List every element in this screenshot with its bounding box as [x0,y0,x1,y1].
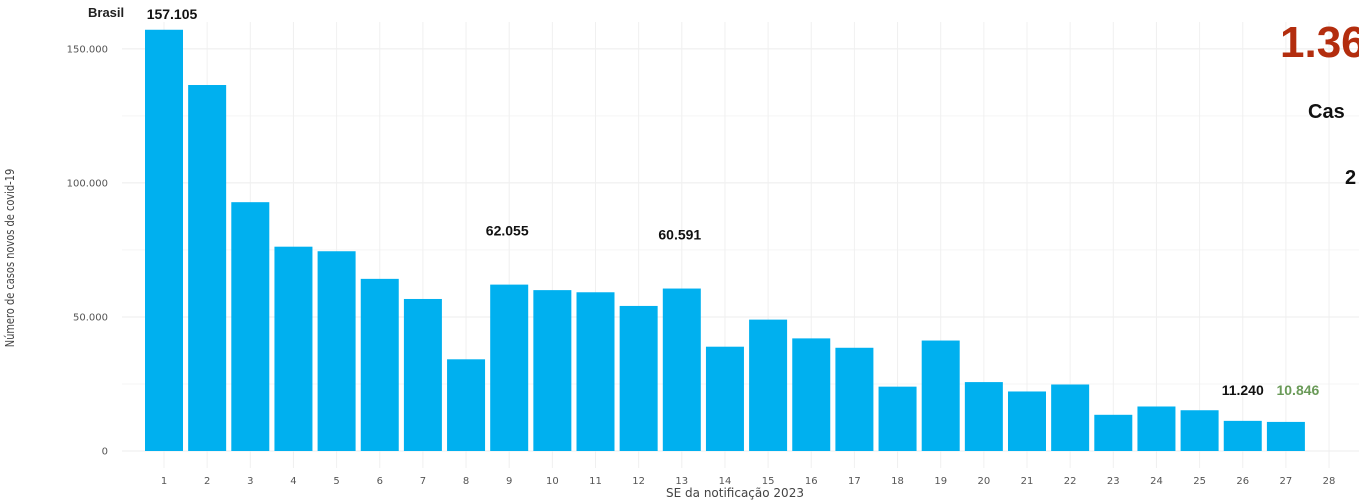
bar-se-24 [1137,406,1176,451]
x-tick-label-3: 3 [247,476,253,487]
x-tick-label-18: 18 [891,476,904,487]
bar-se-13 [662,288,701,451]
x-tick-label-22: 22 [1064,476,1077,487]
data-label-se-9: 62.055 [486,223,529,239]
bar-se-7 [403,298,442,451]
bars [145,29,1305,452]
x-tick-label-13: 13 [675,476,688,487]
side-cases-label: Cas [1308,101,1345,123]
bar-se-11 [576,292,615,451]
bar-se-5 [317,251,356,451]
bar-se-20 [964,382,1003,451]
chart-title: Brasil [88,5,124,20]
x-tick-label-10: 10 [546,476,559,487]
bar-se-18 [878,386,917,451]
x-tick-label-26: 26 [1236,476,1249,487]
bar-se-23 [1094,414,1133,451]
x-tick-label-21: 21 [1021,476,1034,487]
x-tick-label-1: 1 [161,476,167,487]
bar-se-8 [447,359,486,451]
x-tick-label-17: 17 [848,476,861,487]
x-axis-ticks: 1 2 3 4 5 6 7 8 9 10 11 12 13 14 15 16 17 18 19 20 21 22 23 24 2… [161,476,1336,487]
y-tick-label-3: 150.000 [67,44,108,55]
x-tick-label-8: 8 [463,476,469,487]
bar-se-9 [490,284,529,451]
x-tick-label-19: 19 [934,476,947,487]
y-axis-ticks: 0 50.000 100.000 150.000 [67,44,108,457]
y-axis-label: Número de casos novos de covid-19 [3,169,17,348]
bar-se-17 [835,347,874,451]
bar-se-6 [360,278,399,451]
y-tick-label-0: 0 [102,447,108,458]
bar-se-21 [1008,391,1046,451]
data-label-se-27: 10.846 [1276,382,1319,398]
bar-se-16 [792,338,831,451]
y-tick-label-2: 100.000 [67,178,108,189]
x-tick-label-12: 12 [632,476,645,487]
bar-se-1 [145,29,183,452]
bar-se-19 [921,340,960,451]
x-tick-label-4: 4 [290,476,296,487]
bar-se-26 [1223,420,1262,451]
x-tick-label-11: 11 [589,476,602,487]
side-period-label: 2 [1345,167,1356,189]
x-tick-label-20: 20 [977,476,990,487]
x-tick-label-6: 6 [377,476,383,487]
x-tick-label-25: 25 [1193,476,1206,487]
bar-se-27 [1266,421,1305,451]
x-tick-label-5: 5 [333,476,339,487]
bar-se-3 [231,202,270,451]
x-tick-label-23: 23 [1107,476,1120,487]
x-tick-label-2: 2 [204,476,210,487]
bar-se-4 [274,246,313,451]
bar-se-12 [619,305,658,451]
x-tick-label-7: 7 [420,476,426,487]
side-total-number: 1.36 [1280,18,1359,67]
x-tick-label-14: 14 [719,476,732,487]
bar-se-14 [705,346,744,451]
bar-se-10 [533,290,572,451]
x-tick-label-9: 9 [506,476,512,487]
bar-se-15 [749,319,788,451]
bar-se-2 [188,85,227,452]
data-label-se-1: 157.105 [147,6,198,22]
bar-se-25 [1180,410,1219,451]
x-tick-label-16: 16 [805,476,818,487]
bar-se-22 [1051,384,1090,451]
x-tick-label-27: 27 [1280,476,1293,487]
data-label-se-13: 60.591 [658,227,701,243]
x-axis-label: SE da notificação 2023 [666,486,804,500]
data-label-se-26: 11.240 [1222,382,1264,398]
x-tick-label-15: 15 [762,476,775,487]
x-tick-label-24: 24 [1150,476,1163,487]
x-tick-label-28: 28 [1323,476,1336,487]
bar-data-labels: 157.105 62.055 60.591 11.240 10.846 [147,6,1320,398]
y-tick-label-1: 50.000 [73,312,108,323]
